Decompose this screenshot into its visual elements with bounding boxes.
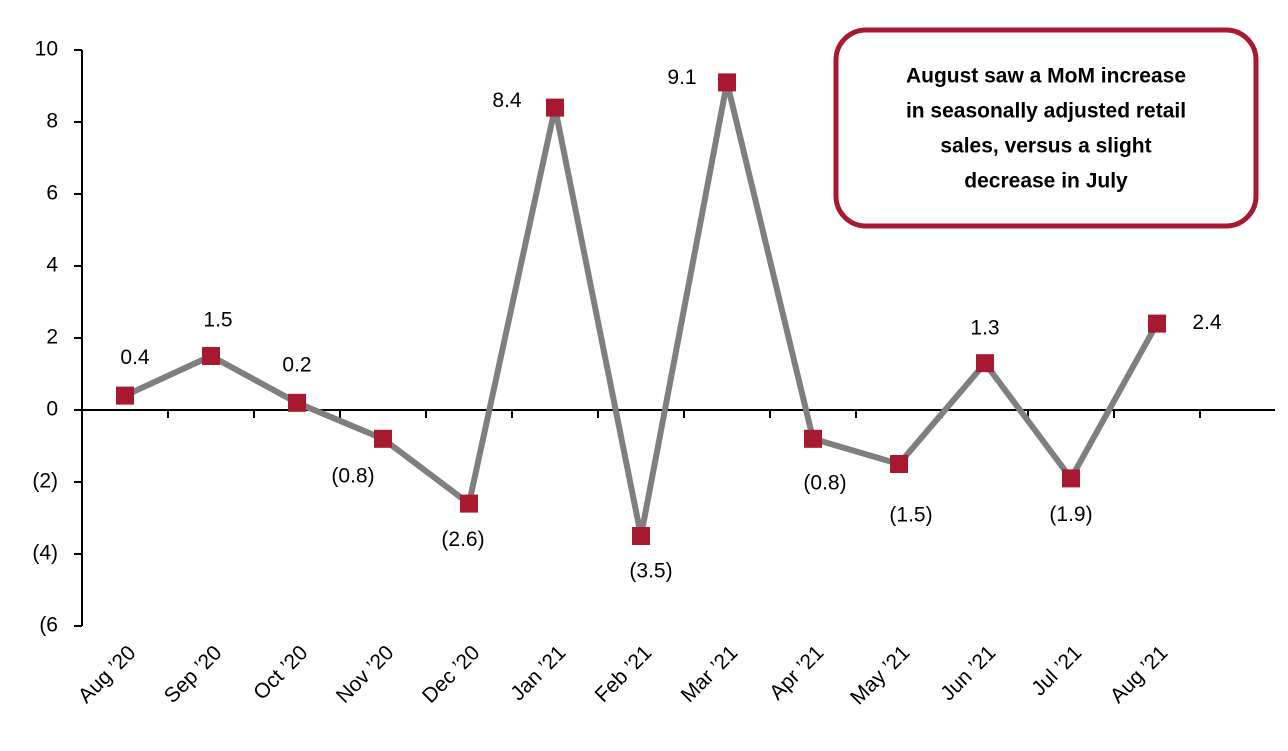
data-marker xyxy=(632,527,650,545)
annotation-text: sales, versus a slight xyxy=(940,135,1151,158)
data-marker xyxy=(718,73,736,92)
data-marker xyxy=(976,354,994,373)
data-label: 9.1 xyxy=(667,66,696,89)
y-tick-label: (4) xyxy=(32,542,58,565)
data-marker xyxy=(288,393,306,412)
data-label: 0.4 xyxy=(120,346,150,369)
data-label: 1.5 xyxy=(203,309,232,332)
data-label: 0.2 xyxy=(282,353,311,376)
data-label: (1.9) xyxy=(1049,503,1092,526)
annotation-text: decrease in July xyxy=(964,170,1128,193)
data-label: (0.8) xyxy=(803,471,846,494)
data-label: (0.8) xyxy=(331,464,374,487)
annotation-box xyxy=(833,27,1259,229)
data-marker xyxy=(546,98,564,117)
x-tick-label: Jun ’21 xyxy=(936,641,1000,705)
x-tick-label: Aug ’21 xyxy=(1106,641,1173,708)
data-marker xyxy=(116,386,134,405)
x-tick-label: Dec ’20 xyxy=(418,641,485,708)
y-tick-label: (6 xyxy=(39,614,58,637)
data-label: 8.4 xyxy=(492,89,522,112)
x-tick-label: Nov ’20 xyxy=(332,641,399,708)
y-tick-label: (2) xyxy=(32,470,58,493)
data-label: 1.3 xyxy=(970,317,999,340)
data-label: (3.5) xyxy=(629,560,672,583)
y-tick-label: 4 xyxy=(46,254,58,277)
data-marker xyxy=(1062,469,1080,488)
data-label: (1.5) xyxy=(889,504,932,527)
x-tick-label: Oct ’20 xyxy=(249,641,312,704)
y-tick-label: 6 xyxy=(46,182,58,205)
data-label: 2.4 xyxy=(1192,311,1222,334)
x-tick-label: Jan ’21 xyxy=(506,641,570,705)
data-marker xyxy=(804,429,822,448)
y-tick-label: 0 xyxy=(46,398,58,421)
annotation-text: August saw a MoM increase xyxy=(906,65,1186,88)
x-tick-label: Apr ’21 xyxy=(765,641,828,704)
data-label: (2.6) xyxy=(441,528,484,551)
x-tick-label: Feb ’21 xyxy=(591,641,657,707)
x-tick-label: Jul ’21 xyxy=(1027,641,1086,700)
data-marker xyxy=(890,455,908,473)
data-marker xyxy=(202,347,220,365)
data-marker xyxy=(1148,314,1166,333)
x-tick-label: Mar ’21 xyxy=(677,641,743,707)
annotation-text: in seasonally adjusted retail xyxy=(906,100,1186,123)
y-tick-label: 2 xyxy=(46,326,58,349)
data-marker xyxy=(374,429,392,448)
y-tick-label: 10 xyxy=(35,38,58,61)
x-tick-label: Sep ’20 xyxy=(160,641,227,708)
x-tick-label: Aug ’20 xyxy=(74,641,141,708)
data-marker xyxy=(460,494,478,513)
x-tick-label: May ’21 xyxy=(846,641,914,709)
y-tick-label: 8 xyxy=(46,110,58,133)
